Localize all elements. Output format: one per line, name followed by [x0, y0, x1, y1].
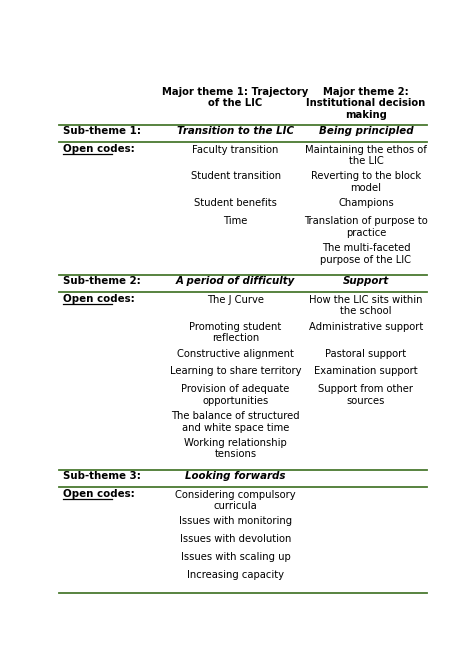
Text: Transition to the LIC: Transition to the LIC: [177, 127, 294, 136]
Text: Issues with monitoring: Issues with monitoring: [179, 517, 292, 527]
Text: Issues with scaling up: Issues with scaling up: [181, 552, 291, 562]
Text: Considering compulsory
curricula: Considering compulsory curricula: [175, 490, 296, 511]
Text: Constructive alignment: Constructive alignment: [177, 349, 294, 358]
Text: Reverting to the block
model: Reverting to the block model: [311, 171, 421, 193]
Text: Being principled: Being principled: [319, 127, 413, 136]
Text: Faculty transition: Faculty transition: [192, 144, 279, 155]
Text: Major theme 1: Trajectory
of the LIC: Major theme 1: Trajectory of the LIC: [163, 87, 309, 108]
Text: Open codes:: Open codes:: [63, 144, 135, 154]
Text: Increasing capacity: Increasing capacity: [187, 570, 284, 580]
Text: Administrative support: Administrative support: [309, 322, 423, 331]
Text: Support: Support: [343, 277, 389, 287]
Text: Student transition: Student transition: [191, 171, 281, 181]
Text: Promoting student
reflection: Promoting student reflection: [190, 322, 282, 343]
Text: How the LIC sits within
the school: How the LIC sits within the school: [309, 295, 423, 316]
Text: Support from other
sources: Support from other sources: [319, 384, 413, 406]
Text: Champions: Champions: [338, 198, 394, 208]
Text: The multi-faceted
purpose of the LIC: The multi-faceted purpose of the LIC: [320, 243, 411, 264]
Text: Open codes:: Open codes:: [63, 488, 135, 499]
Text: A period of difficulty: A period of difficulty: [176, 277, 295, 287]
Text: Sub-theme 3:: Sub-theme 3:: [63, 471, 141, 481]
Text: Learning to share territory: Learning to share territory: [170, 366, 301, 376]
Text: The balance of structured
and white space time: The balance of structured and white spac…: [171, 411, 300, 432]
Text: Pastoral support: Pastoral support: [326, 349, 407, 358]
Text: The J Curve: The J Curve: [207, 295, 264, 304]
Text: Maintaining the ethos of
the LIC: Maintaining the ethos of the LIC: [305, 144, 427, 166]
Text: Translation of purpose to
practice: Translation of purpose to practice: [304, 216, 428, 238]
Text: Sub-theme 2:: Sub-theme 2:: [63, 277, 141, 287]
Text: Open codes:: Open codes:: [63, 294, 135, 304]
Text: Provision of adequate
opportunities: Provision of adequate opportunities: [182, 384, 290, 406]
Text: Time: Time: [223, 216, 248, 226]
Text: Working relationship
tensions: Working relationship tensions: [184, 438, 287, 459]
Text: Looking forwards: Looking forwards: [185, 471, 286, 481]
Text: Student benefits: Student benefits: [194, 198, 277, 208]
Text: Major theme 2:
Institutional decision
making: Major theme 2: Institutional decision ma…: [306, 87, 426, 120]
Text: Issues with devolution: Issues with devolution: [180, 534, 291, 544]
Text: Examination support: Examination support: [314, 366, 418, 376]
Text: Sub-theme 1:: Sub-theme 1:: [63, 127, 141, 136]
